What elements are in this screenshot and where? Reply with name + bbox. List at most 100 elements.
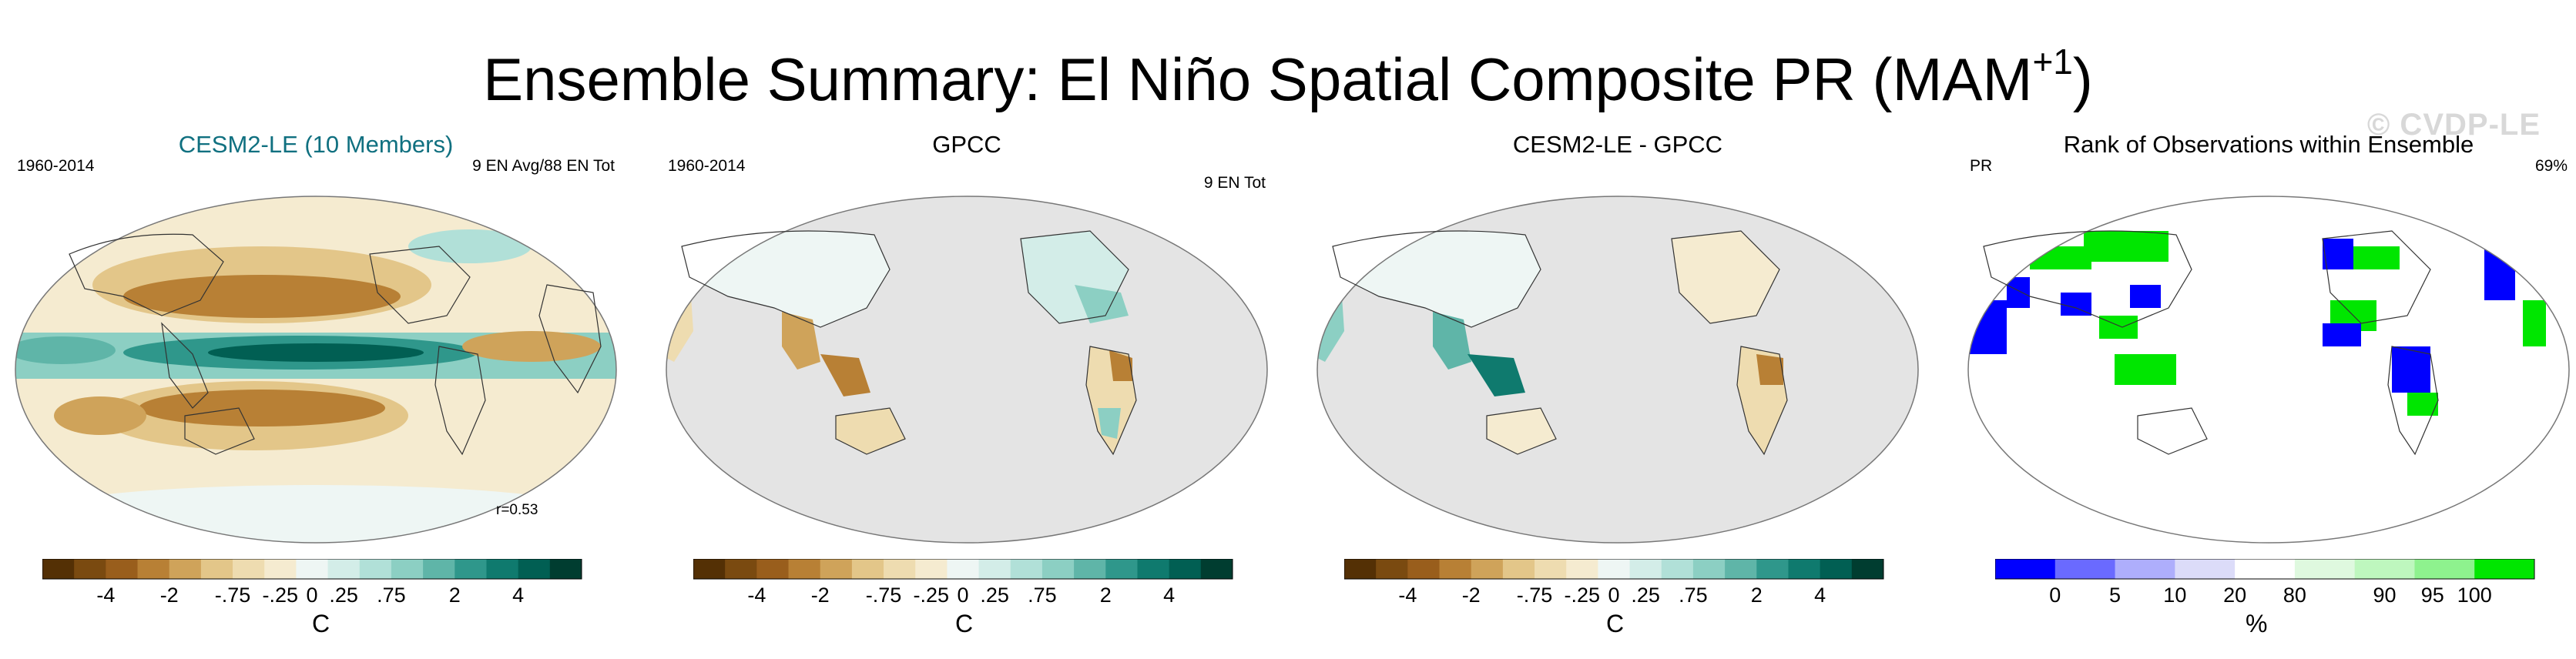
coastlines — [1332, 230, 1788, 456]
colorbar-tick-label: 2 — [449, 584, 461, 605]
colorbar-border — [1344, 559, 1884, 580]
colorbar: -4 -2 -.75 -.25 0 .25 .75 2 4 — [693, 559, 1233, 605]
colorbar-swatch — [1502, 559, 1535, 579]
colorbar-swatch — [1566, 559, 1598, 579]
colorbar-label: C — [1606, 610, 1625, 637]
ocean-mask — [666, 196, 1267, 543]
period-label: 1960-2014 — [17, 157, 95, 175]
event-count-label: 9 EN Tot — [1203, 174, 1266, 192]
colorbar-tick-label: 10 — [2163, 584, 2186, 605]
panel-title: Rank of Observations within Ensemble — [2063, 131, 2474, 158]
colorbar-label: C — [312, 610, 330, 637]
pattern-correlation: r=0.53 — [496, 502, 538, 518]
panel-cesm2-le: CESM2-LE (10 Members) 1960-2014 9 EN Avg… — [8, 123, 624, 659]
colorbar-tick-label: 100 — [2457, 584, 2492, 605]
colorbar-tick-label: -.25 — [914, 584, 950, 605]
colorbar-swatch — [1439, 559, 1472, 579]
colorbar-tick-label: .25 — [1631, 584, 1660, 605]
colorbar-border — [693, 559, 1233, 580]
south-indian-dry — [54, 396, 146, 435]
panel-difference: CESM2-LE - GPCC -4 -2 -.75 — [1310, 123, 1926, 659]
colorbar-swatch — [1661, 559, 1694, 579]
colorbar: -4 -2 -.75 -.25 0 .25 .75 2 4 — [1344, 559, 1884, 605]
coastlines — [1983, 230, 2439, 456]
colorbar-swatch — [756, 559, 790, 579]
colorbar-swatch — [915, 559, 948, 579]
colorbar-swatch — [1376, 559, 1408, 579]
land-fields — [666, 231, 1136, 454]
colorbar-tick-label: 0 — [306, 584, 317, 605]
colorbar-swatch — [1169, 559, 1202, 579]
colorbar-swatch — [2294, 559, 2356, 579]
colorbar-tick-label: 0 — [2049, 584, 2061, 605]
colorbar-tick-label: -.75 — [215, 584, 251, 605]
colorbar-tick-label: 20 — [2223, 584, 2246, 605]
north-subtropical-dry — [123, 275, 401, 318]
colorbar: -4 -2 -.75 -.25 0 .25 .75 2 4 — [42, 559, 582, 605]
colorbar-swatch — [1692, 559, 1726, 579]
equatorial-wet-max — [208, 343, 424, 362]
colorbar-swatches: 0 5 10 20 80 90 95 100 — [1995, 559, 2535, 605]
colorbar-swatch — [42, 559, 75, 579]
map-border — [1967, 196, 2570, 544]
panel-title: GPCC — [932, 131, 1001, 158]
colorbar-swatch — [454, 559, 487, 579]
coastlines — [69, 233, 602, 456]
colorbar-swatch — [549, 559, 582, 579]
variable-label: PR — [1970, 157, 1993, 175]
colorbar-swatch — [2054, 559, 2116, 579]
colorbar-swatch — [978, 559, 1011, 579]
colorbar-swatch — [1010, 559, 1043, 579]
colorbar-swatch — [486, 559, 519, 579]
colorbar-tick-label: 4 — [1814, 584, 1826, 605]
colorbar-swatch — [2235, 559, 2296, 579]
colorbar-swatch — [1041, 559, 1075, 579]
colorbar-swatch — [169, 559, 202, 579]
colorbar-swatch — [2474, 559, 2535, 579]
coastlines — [681, 230, 1137, 456]
map-difference — [1317, 196, 1919, 544]
colorbar-swatch — [1200, 559, 1233, 579]
colorbar-swatch — [106, 559, 139, 579]
colorbar-tick-label: -.25 — [1565, 584, 1601, 605]
colorbar-swatch — [1598, 559, 1631, 579]
colorbar-swatch — [1756, 559, 1789, 579]
colorbar-swatch — [1344, 559, 1377, 579]
colorbar-tick-label: -4 — [96, 584, 115, 605]
ocean-background — [1968, 196, 2569, 543]
colorbar-swatch — [851, 559, 884, 579]
figure-title: Ensemble Summary: El Niño Spatial Compos… — [483, 42, 2093, 113]
colorbar-label: C — [955, 610, 974, 637]
colorbar-border — [42, 559, 582, 580]
colorbar-tick-label: 5 — [2109, 584, 2121, 605]
panel-rank: Rank of Observations within Ensemble PR … — [1961, 123, 2576, 659]
south-subtropical-dry — [139, 390, 385, 427]
colorbar-swatch — [2175, 559, 2236, 579]
event-count-label: 9 EN Avg/88 EN Tot — [472, 157, 615, 175]
colorbar-tick-label: .75 — [1028, 584, 1057, 605]
colorbar-tick-label: .75 — [377, 584, 406, 605]
colorbar-swatch — [947, 559, 980, 579]
colorbar-swatch — [2115, 559, 2175, 579]
colorbar-swatch — [1105, 559, 1138, 579]
colorbar-swatch — [1851, 559, 1884, 579]
panel-title: CESM2-LE - GPCC — [1512, 131, 1723, 158]
colorbar-swatch — [1725, 559, 1757, 579]
colorbar-swatch — [264, 559, 297, 579]
colorbar-tick-label: 4 — [1163, 584, 1175, 605]
colorbar-swatches: -4 -2 -.75 -.25 0 .25 .75 2 4 — [42, 559, 582, 605]
colorbar-swatches: -4 -2 -.75 -.25 0 .25 .75 2 4 — [1344, 559, 1884, 605]
colorbar-tick-label: -2 — [160, 584, 179, 605]
colorbar-tick-label: -4 — [1398, 584, 1417, 605]
colorbar-swatch — [74, 559, 106, 579]
colorbar-tick-label: 0 — [1608, 584, 1619, 605]
colorbar-swatch — [1788, 559, 1821, 579]
indian-ocean-wet — [15, 336, 116, 364]
colorbar-swatch — [423, 559, 455, 579]
map-gpcc — [666, 196, 1268, 544]
colorbar-label: % — [2246, 610, 2268, 637]
colorbar-swatch — [391, 559, 424, 579]
colorbar-swatch — [327, 559, 361, 579]
atlantic-dry — [462, 331, 601, 362]
map-border — [15, 196, 617, 544]
